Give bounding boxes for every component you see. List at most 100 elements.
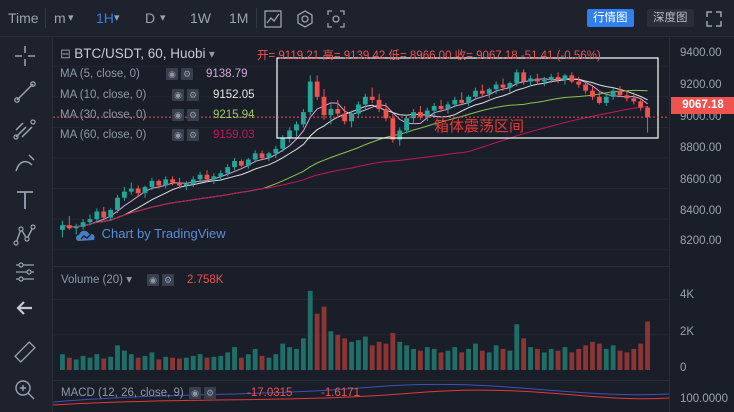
range-box [276,57,659,139]
candle-body [610,90,616,97]
candle-body [590,90,595,97]
volume-panel-divider[interactable] [53,266,734,267]
zoom-in-icon[interactable] [12,377,38,403]
volume-bar [548,348,554,370]
interval-week-button[interactable]: 1W [190,10,211,26]
ma30-legend-row[interactable]: MA (30, close, 0) ◉ ⚙ 9215.94 [60,107,255,123]
chevron-down-icon[interactable]: ▾ [126,274,132,286]
candlestick-chart[interactable] [53,37,669,412]
brush-icon[interactable] [12,151,38,177]
time-interval-button[interactable]: Time [8,10,39,26]
volume-bar [445,350,451,370]
candle-body [294,124,299,131]
volume-bar [87,357,93,370]
screenshot-icon[interactable] [327,10,345,28]
chart-type-icon[interactable] [264,10,282,28]
chevron-down-icon[interactable]: ▾ [160,12,166,24]
candle-body [473,90,478,97]
fullscreen-icon[interactable] [705,10,723,28]
text-tool-icon[interactable] [12,187,38,213]
price-tick: 9400.00 [680,47,722,59]
candle-body [486,89,492,94]
candle-body [73,226,79,229]
volume-bar [528,347,533,370]
ma5-legend-row[interactable]: MA (5, close, 0) ◉ ⚙ 9138.79 [60,66,248,82]
macd-signal-line [53,389,669,406]
interval-day-dropdown[interactable]: D [145,10,156,26]
candle-body [383,109,389,119]
volume-bar [417,350,423,370]
ma10-legend-row[interactable]: MA (10, close, 0) ◉ ⚙ 9152.05 [60,87,255,103]
eye-icon[interactable]: ◉ ⚙ [189,385,219,401]
eye-icon[interactable]: ◉ ⚙ [166,66,196,82]
toolbar-divider [45,8,46,28]
candle-body [548,76,554,80]
volume-bar [576,348,582,370]
volume-bar [204,357,210,370]
volume-bar [307,290,313,370]
tab-candlestick-chart[interactable]: 行情图 [587,9,634,27]
volume-bar [431,348,437,370]
volume-bar [590,341,595,370]
macd-signal-value: -1.6171 [321,387,361,399]
macd-panel-divider[interactable] [53,380,734,381]
volume-bar [486,352,492,370]
ma60-legend-row[interactable]: MA (60, close, 0) ◉ ⚙ 9159.03 [60,127,255,143]
volume-bar [493,345,499,370]
candle-body [183,183,189,186]
minute-interval-dropdown[interactable]: m [54,10,66,26]
macd-tick: 100.0000 [680,393,728,405]
volume-bar [328,331,334,370]
volume-bar [280,343,286,370]
prediction-tool-icon[interactable] [12,259,38,285]
volume-bar [514,324,520,370]
symbol-label[interactable]: BTC/USDT, 60, Huobi [74,46,206,61]
ma60-line [62,106,648,228]
trend-line-icon[interactable] [12,79,38,105]
candle-body [101,211,107,218]
candle-body [252,153,258,160]
candle-body [417,112,423,117]
volume-bar [170,357,175,370]
chevron-down-icon[interactable]: ▾ [208,47,215,61]
eye-icon[interactable]: ◉ ⚙ [172,107,202,123]
price-axis[interactable]: 9400.00 9200.00 9000.00 8800.00 8600.00 … [669,37,734,412]
eye-icon[interactable]: ◉ ⚙ [172,127,202,143]
volume-bar [356,340,361,370]
chevron-down-icon[interactable]: ▾ [114,12,120,24]
collapse-legend-icon[interactable]: ⊟ [60,46,71,61]
chart-legend: ⊟ BTC/USDT, 60, Huobi ▾ [60,46,215,62]
chevron-down-icon[interactable]: ▾ [68,12,74,24]
volume-bar [645,321,650,370]
macd-legend-row[interactable]: MACD (12, 26, close, 9) ◉ ⚙ -17.0315 -1.6… [61,385,360,401]
ma10-value: 9152.05 [213,89,255,101]
volume-bar [452,347,458,370]
pattern-icon[interactable] [12,223,38,249]
ruler-icon[interactable] [12,339,38,365]
settings-gear-icon[interactable] [296,10,314,28]
candle-body [583,84,589,91]
candle-body [149,180,155,188]
candle-body [66,225,72,229]
interval-month-button[interactable]: 1M [229,10,249,26]
drawing-toolbar [0,37,53,412]
volume-bar [60,354,65,370]
candle-body [300,112,306,125]
candle-body [287,130,293,139]
crosshair-icon[interactable] [12,43,38,69]
volume-bar [555,350,561,370]
macd-label: MACD (12, 26, close, 9) [61,387,184,399]
ma10-label: MA (10, close, 0) [60,89,147,101]
ma5-value: 9138.79 [206,68,248,80]
tab-depth-chart[interactable]: 深度图 [647,9,694,27]
volume-label: Volume (20) [61,274,124,286]
interval-1h-button[interactable]: 1H [96,10,114,26]
arrow-left-icon[interactable] [12,295,38,321]
eye-icon[interactable]: ◉ ⚙ [147,272,177,288]
pitchfork-icon[interactable] [12,115,38,141]
tradingview-watermark[interactable]: Chart by TradingView [74,226,226,243]
volume-tick: 0 [680,362,687,374]
volume-legend-row[interactable]: Volume (20) ▾ ◉ ⚙ 2.758K [61,272,223,288]
eye-icon[interactable]: ◉ ⚙ [172,87,202,103]
candle-body [541,79,547,82]
